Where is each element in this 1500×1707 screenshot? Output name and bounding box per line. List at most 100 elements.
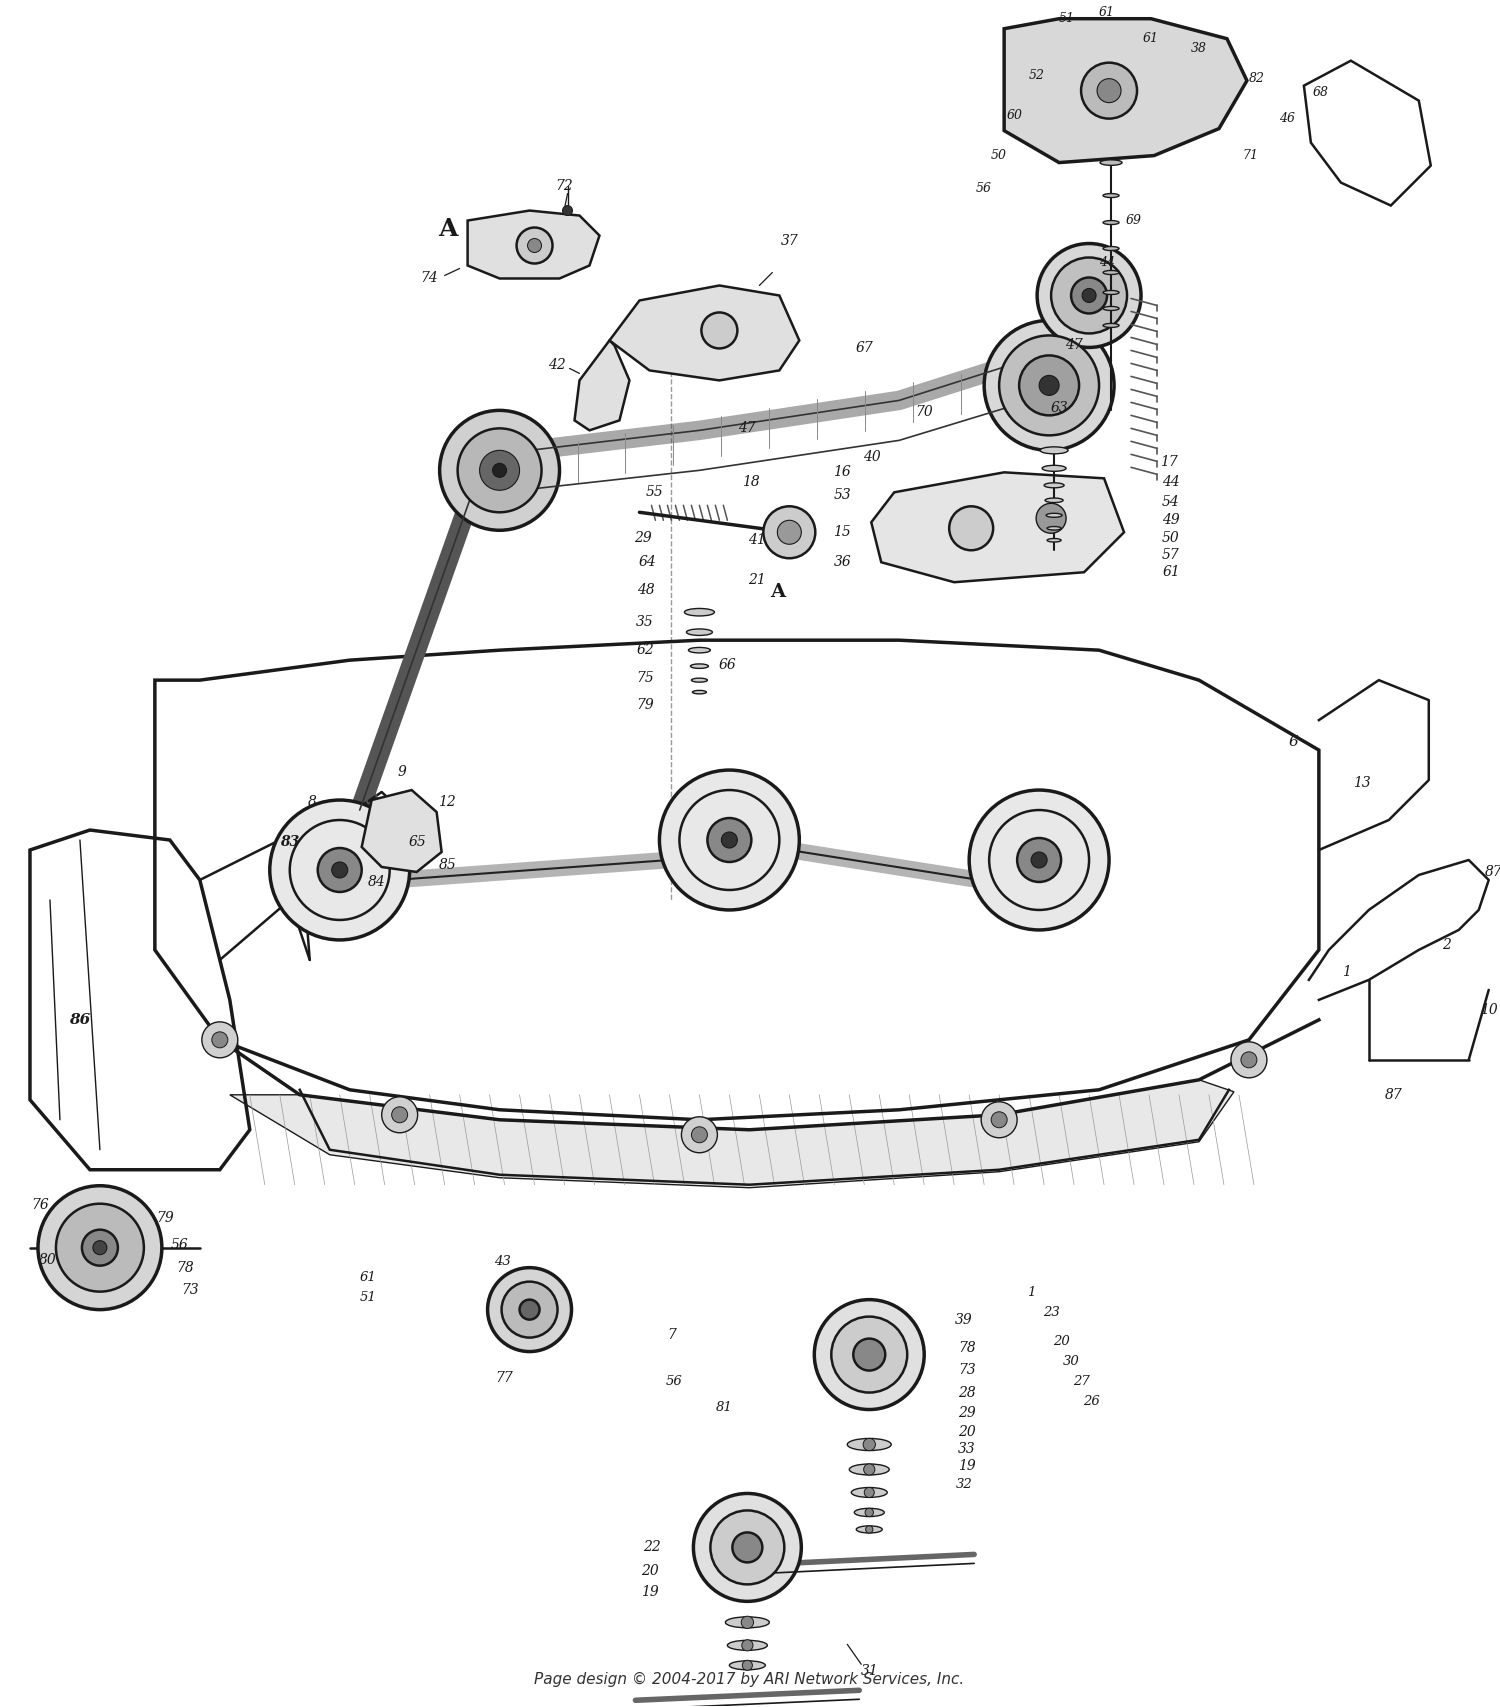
Text: 50: 50: [1162, 531, 1180, 545]
Circle shape: [93, 1241, 106, 1255]
Text: Page design © 2004-2017 by ARI Network Services, Inc.: Page design © 2004-2017 by ARI Network S…: [534, 1671, 964, 1687]
Text: 55: 55: [645, 485, 663, 500]
Text: 67: 67: [855, 341, 873, 355]
Circle shape: [864, 1487, 874, 1497]
Text: 63: 63: [1050, 401, 1068, 415]
Text: 36: 36: [834, 555, 850, 568]
Circle shape: [381, 1098, 417, 1133]
Text: 74: 74: [422, 271, 438, 285]
Ellipse shape: [1102, 246, 1119, 251]
Text: 40: 40: [864, 451, 880, 464]
Circle shape: [56, 1203, 144, 1292]
Text: 51: 51: [1059, 12, 1076, 26]
Text: 18: 18: [742, 475, 760, 490]
Text: 23: 23: [1042, 1306, 1059, 1320]
Text: 79: 79: [156, 1210, 174, 1224]
Text: 82: 82: [1250, 72, 1264, 85]
Circle shape: [681, 1116, 717, 1152]
Circle shape: [692, 1127, 708, 1142]
Text: 79: 79: [636, 698, 654, 712]
Circle shape: [202, 1022, 238, 1058]
Circle shape: [741, 1617, 753, 1628]
Ellipse shape: [693, 690, 706, 693]
Text: 43: 43: [494, 1255, 512, 1268]
Text: 70: 70: [915, 405, 933, 420]
Text: 1: 1: [1028, 1285, 1035, 1299]
Ellipse shape: [1040, 447, 1068, 454]
Text: 73: 73: [958, 1362, 976, 1376]
Text: 84: 84: [368, 876, 386, 889]
Ellipse shape: [692, 678, 708, 683]
Text: 72: 72: [555, 179, 573, 193]
Circle shape: [318, 848, 362, 893]
Circle shape: [992, 1111, 1006, 1128]
Circle shape: [831, 1316, 908, 1393]
Text: 56: 56: [976, 183, 992, 195]
Circle shape: [501, 1282, 558, 1338]
Text: 8: 8: [308, 795, 316, 809]
Text: 75: 75: [636, 671, 654, 685]
Text: 76: 76: [32, 1198, 50, 1212]
Text: 64: 64: [639, 555, 657, 568]
Circle shape: [1232, 1041, 1268, 1077]
Polygon shape: [230, 1081, 1234, 1188]
Circle shape: [528, 239, 542, 253]
Text: 9: 9: [398, 765, 406, 778]
Circle shape: [702, 312, 738, 348]
Text: 41: 41: [748, 533, 766, 548]
Ellipse shape: [729, 1661, 765, 1669]
Circle shape: [711, 1511, 785, 1584]
Ellipse shape: [1102, 270, 1119, 275]
Ellipse shape: [1100, 160, 1122, 166]
Circle shape: [211, 1031, 228, 1048]
Circle shape: [1082, 63, 1137, 118]
Ellipse shape: [847, 1439, 891, 1451]
Circle shape: [1019, 355, 1078, 415]
Text: 29: 29: [958, 1405, 976, 1420]
Circle shape: [732, 1533, 762, 1562]
Circle shape: [488, 1268, 572, 1352]
Text: 38: 38: [1191, 43, 1208, 55]
Circle shape: [777, 521, 801, 545]
Text: 47: 47: [1065, 338, 1083, 352]
Circle shape: [562, 205, 573, 215]
Text: 52: 52: [1029, 70, 1045, 82]
Text: 60: 60: [1007, 109, 1022, 123]
Circle shape: [660, 770, 800, 910]
Text: 33: 33: [958, 1442, 976, 1456]
Text: 7: 7: [668, 1328, 676, 1342]
Text: 54: 54: [1162, 495, 1180, 509]
Text: 81: 81: [716, 1401, 734, 1413]
Text: 77: 77: [495, 1371, 513, 1384]
Circle shape: [742, 1661, 753, 1671]
Text: 78: 78: [958, 1340, 976, 1355]
Text: 39: 39: [956, 1313, 974, 1326]
Text: 86: 86: [69, 1012, 90, 1028]
Ellipse shape: [1102, 307, 1119, 311]
Circle shape: [38, 1186, 162, 1309]
Circle shape: [1071, 278, 1107, 314]
Circle shape: [1030, 852, 1047, 867]
Text: 71: 71: [1244, 149, 1258, 162]
Polygon shape: [871, 473, 1124, 582]
Ellipse shape: [687, 628, 712, 635]
Text: 80: 80: [39, 1253, 57, 1267]
Circle shape: [864, 1465, 874, 1475]
Circle shape: [480, 451, 519, 490]
Circle shape: [865, 1526, 873, 1533]
Text: 10: 10: [1480, 1004, 1497, 1017]
Text: 27: 27: [1072, 1376, 1089, 1388]
Text: 83: 83: [280, 835, 300, 848]
Ellipse shape: [690, 664, 708, 669]
Ellipse shape: [1042, 466, 1066, 471]
Circle shape: [984, 321, 1114, 451]
Circle shape: [1096, 79, 1120, 102]
Text: 46: 46: [1280, 113, 1294, 125]
Ellipse shape: [726, 1617, 770, 1628]
Circle shape: [999, 336, 1100, 435]
Text: 29: 29: [633, 531, 651, 545]
Text: 87: 87: [1485, 865, 1500, 879]
Circle shape: [853, 1338, 885, 1371]
Circle shape: [392, 1106, 408, 1123]
Circle shape: [270, 801, 410, 941]
